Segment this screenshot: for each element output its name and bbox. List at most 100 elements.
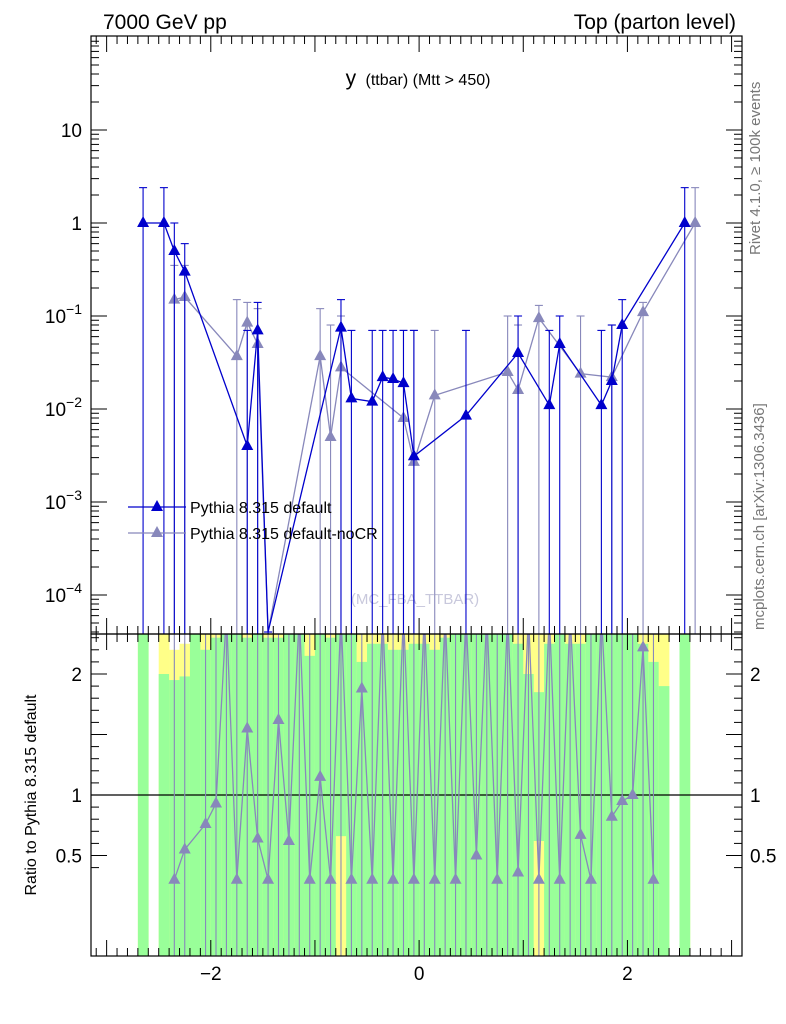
main-ytick-label: 10−1 — [45, 301, 82, 328]
main-ytick-label: 10 — [61, 121, 82, 142]
ratio-xtick-label: 0 — [414, 964, 425, 985]
ratio-point-marker — [355, 681, 368, 693]
ratio-ytick-label-left: 2 — [71, 665, 82, 686]
ratio-point-marker — [262, 872, 275, 884]
ratio-ytick-label-right: 0.5 — [750, 847, 776, 868]
main-ytick-label: 10−3 — [45, 487, 82, 514]
ratio-point-marker — [314, 769, 327, 781]
band-inner-bin — [658, 686, 670, 956]
main-ytick-label: 1 — [71, 214, 82, 235]
ratio-point-marker — [282, 833, 295, 845]
ratio-point-marker — [564, 607, 576, 618]
ratio-point-marker — [272, 712, 285, 724]
ratio-point-marker — [407, 872, 420, 884]
nocr-point-marker — [428, 388, 441, 400]
nocr-point-marker — [637, 305, 650, 317]
default-point-marker — [605, 374, 618, 386]
ratio-point-marker — [470, 848, 483, 860]
analysis-watermark: (MC_FBA_TTBAR) — [351, 591, 479, 608]
ratio-point-marker — [481, 607, 493, 618]
default-point-marker — [387, 372, 400, 384]
default-point-marker — [137, 216, 150, 227]
default-point-marker — [543, 398, 556, 410]
nocr-point-marker — [532, 311, 545, 323]
ratio-point-marker — [303, 872, 316, 884]
ratio-point-marker — [209, 796, 222, 808]
default-point-marker — [157, 216, 170, 227]
legend-label-default: Pythia 8.315 default — [190, 500, 332, 517]
ratio-point-marker — [168, 872, 181, 884]
ratio-point-marker — [241, 721, 254, 733]
ratio-point-marker — [199, 817, 212, 829]
default-point-marker — [553, 336, 566, 348]
main-ytick-base: 10 — [45, 586, 66, 607]
nocr-point-marker — [574, 366, 587, 378]
nocr-point-marker — [241, 315, 254, 327]
nocr-point-marker — [501, 364, 514, 376]
ratio-ytick-label-left: 0.5 — [56, 847, 82, 868]
legend-marker-nocr — [151, 526, 163, 537]
ratio-series-layer — [91, 607, 742, 956]
default-point-marker — [678, 216, 691, 227]
legend-entry-nocr: Pythia 8.315 default-noCR — [128, 526, 378, 543]
default-point-marker — [241, 439, 254, 451]
ratio-point-marker — [324, 872, 337, 884]
process-label: Top (parton level) — [574, 11, 736, 34]
default-point-marker — [345, 391, 358, 403]
ratio-ytick-label-left: 1 — [71, 786, 82, 807]
ratio-xtick-label: 2 — [622, 964, 633, 985]
ratio-point-marker — [605, 809, 618, 821]
nocr-point-marker — [314, 349, 327, 361]
band-inner-bin — [158, 674, 170, 956]
ratio-point-marker — [366, 872, 379, 884]
ratio-point-marker — [616, 794, 629, 806]
band-inner-bin — [137, 634, 149, 956]
main-ytick-base: 10 — [45, 307, 66, 328]
default-point-marker — [407, 449, 420, 461]
main-ytick-label: 10−4 — [45, 580, 82, 607]
default-point-marker — [366, 394, 379, 406]
ratio-xtick-label: −2 — [200, 964, 222, 985]
main-ytick-exp: −3 — [66, 487, 82, 503]
nocr-point-marker — [689, 216, 702, 227]
ratio-point-marker — [293, 607, 305, 618]
legend: Pythia 8.315 default Pythia 8.315 defaul… — [128, 500, 378, 543]
main-frame — [90, 35, 743, 635]
default-point-marker — [376, 370, 389, 382]
main-ytick-label: 10−2 — [45, 394, 82, 421]
legend-label-nocr: Pythia 8.315 default-noCR — [190, 526, 378, 543]
ratio-point-marker — [220, 607, 232, 618]
ratio-point-marker — [647, 872, 660, 884]
default-point-marker — [616, 318, 629, 330]
ratio-ytick-label-right: 1 — [750, 786, 761, 807]
default-point-marker — [397, 376, 410, 388]
nocr-point-marker — [324, 429, 337, 441]
ratio-point-marker — [230, 872, 243, 884]
default-point-marker — [334, 320, 347, 332]
band-inner-bin — [189, 634, 201, 956]
ratio-point-marker — [626, 788, 639, 799]
plot-title: y (ttbar) (Mtt > 450) — [346, 67, 491, 90]
ratio-point-marker — [178, 842, 191, 854]
default-point-line — [143, 222, 686, 633]
ratio-point-line — [173, 634, 655, 880]
ratio-point-marker — [512, 865, 525, 877]
plot-title-sub: (ttbar) (Mtt > 450) — [366, 72, 491, 89]
ratio-point-marker — [251, 831, 264, 843]
default-point-marker — [595, 398, 608, 410]
main-series-layer — [137, 187, 702, 634]
ratio-ytick-label-right: 2 — [750, 665, 761, 686]
main-ytick-exp: −2 — [66, 394, 82, 410]
plot-title-main: y — [346, 67, 357, 90]
default-point-marker — [512, 346, 525, 358]
mcplots-label: mcplots.cern.ch [arXiv:1306.3436] — [751, 403, 768, 630]
ratio-point-marker — [491, 872, 504, 884]
ratio-point-marker — [418, 607, 430, 618]
legend-entry-default: Pythia 8.315 default — [128, 500, 332, 517]
nocr-point-marker — [230, 349, 243, 361]
ratio-point-marker — [637, 640, 650, 652]
ratio-ylabel: Ratio to Pythia 8.315 default — [23, 694, 40, 896]
default-point-marker — [178, 264, 191, 276]
